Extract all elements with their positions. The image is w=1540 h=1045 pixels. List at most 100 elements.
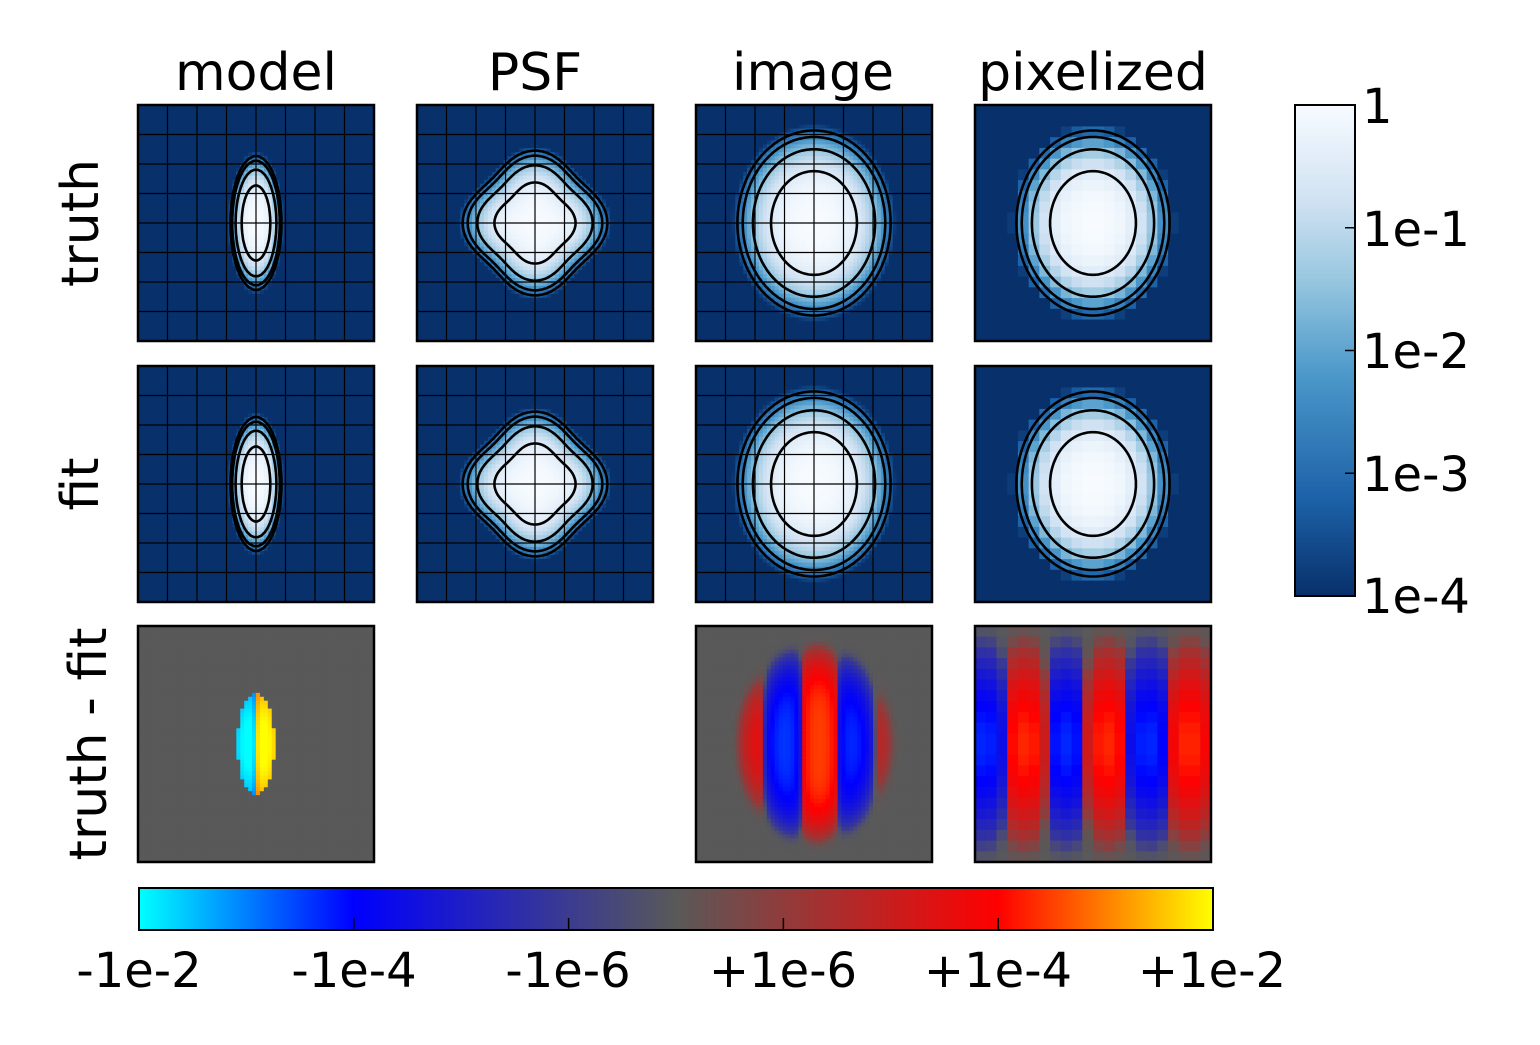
heatmap-cell	[204, 187, 210, 193]
heatmap-cell	[244, 215, 249, 220]
heatmap-cell	[428, 120, 434, 126]
heatmap-cell	[538, 171, 544, 177]
heatmap-cell	[216, 223, 222, 228]
heatmap-cell	[208, 289, 214, 295]
heatmap-cell	[554, 179, 560, 185]
heatmap-cell	[326, 254, 332, 259]
heatmap-cell	[153, 289, 159, 295]
heatmap-cell	[279, 140, 285, 145]
heatmap-cell	[181, 254, 186, 259]
heatmap-cell	[216, 195, 222, 200]
heatmap-cell	[287, 105, 292, 110]
heatmap-cell	[362, 223, 367, 228]
heatmap-cell	[330, 234, 336, 240]
heatmap-cell	[511, 116, 516, 122]
heatmap-cell	[145, 329, 151, 334]
heatmap-cell	[346, 171, 351, 177]
heatmap-cell	[318, 175, 324, 181]
heatmap-cell	[161, 171, 167, 177]
heatmap-cell	[578, 108, 583, 114]
heatmap-cell	[256, 266, 261, 271]
heatmap-cell	[633, 179, 638, 185]
heatmap-cell	[291, 293, 296, 299]
heatmap-cell	[597, 144, 603, 149]
heatmap-cell	[641, 140, 646, 145]
heatmap-cell	[267, 128, 273, 134]
heatmap-cell	[173, 215, 178, 220]
heatmap-cell	[318, 116, 324, 122]
heatmap-cell	[629, 148, 634, 153]
heatmap-cell	[464, 187, 469, 193]
heatmap-cell	[354, 321, 359, 326]
heatmap-cell	[181, 167, 186, 173]
heatmap-cell	[220, 140, 226, 145]
heatmap-cell	[452, 108, 457, 114]
heatmap-cell	[613, 136, 619, 141]
heatmap-cell	[177, 223, 182, 228]
heatmap-cell	[208, 128, 214, 134]
heatmap-cell	[161, 301, 167, 307]
heatmap-cell	[641, 156, 646, 161]
heatmap-cell	[566, 128, 571, 134]
heatmap-cell	[354, 207, 359, 212]
heatmap-cell	[208, 195, 214, 200]
heatmap-cell	[574, 120, 579, 126]
heatmap-cell	[299, 124, 304, 130]
heatmap-cell	[334, 270, 340, 275]
heatmap-cell	[334, 105, 340, 110]
heatmap-cell	[420, 148, 426, 153]
heatmap-cell	[161, 156, 167, 161]
heatmap-cell	[193, 144, 198, 149]
heatmap-cell	[370, 105, 374, 110]
heatmap-cell	[597, 175, 603, 181]
heatmap-cell	[256, 301, 261, 307]
heatmap-cell	[362, 136, 367, 141]
heatmap-cell	[204, 293, 210, 299]
heatmap-cell	[236, 305, 241, 311]
heatmap-cell	[370, 148, 374, 153]
heatmap-cell	[527, 160, 532, 165]
heatmap-cell	[138, 230, 143, 236]
heatmap-cell	[141, 270, 147, 275]
heatmap-cell	[354, 140, 359, 145]
heatmap-cell	[370, 179, 374, 185]
heatmap-cell	[189, 246, 194, 252]
heatmap-cell	[625, 175, 630, 181]
heatmap-cell	[307, 282, 312, 287]
heatmap-cell	[259, 223, 265, 228]
heatmap-cell	[145, 148, 151, 153]
heatmap-cell	[185, 167, 190, 173]
heatmap-cell	[275, 215, 281, 220]
heatmap-cell	[236, 152, 241, 157]
heatmap-cell	[542, 116, 548, 122]
heatmap-cell	[645, 175, 650, 181]
heatmap-cell	[299, 215, 304, 220]
heatmap-cell	[212, 144, 218, 149]
heatmap-cell	[358, 128, 363, 134]
heatmap-cell	[256, 246, 261, 252]
heatmap-cell	[189, 171, 194, 177]
heatmap-cell	[200, 230, 206, 236]
heatmap-cell	[287, 195, 292, 200]
heatmap-cell	[641, 112, 646, 118]
heatmap-cell	[594, 105, 599, 110]
heatmap-cell	[232, 274, 237, 279]
heatmap-cell	[311, 215, 316, 220]
heatmap-cell	[318, 230, 324, 236]
heatmap-cell	[586, 167, 591, 173]
heatmap-cell	[267, 156, 273, 161]
heatmap-cell	[193, 160, 198, 165]
heatmap-cell	[350, 187, 355, 193]
heatmap-cell	[220, 124, 226, 130]
heatmap-cell	[330, 136, 336, 141]
heatmap-cell	[362, 195, 367, 200]
heatmap-cell	[177, 116, 182, 122]
heatmap-cell	[259, 238, 265, 244]
heatmap-cell	[197, 164, 202, 169]
heatmap-cell	[330, 282, 336, 287]
heatmap-cell	[354, 164, 359, 169]
heatmap-cell	[212, 254, 218, 259]
heatmap-cell	[185, 164, 190, 169]
heatmap-cell	[200, 171, 206, 177]
heatmap-cell	[590, 167, 595, 173]
